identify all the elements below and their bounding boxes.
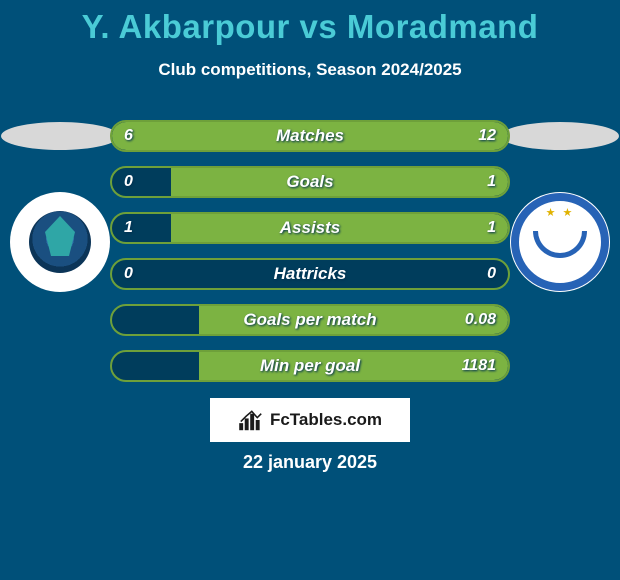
page-title: Y. Akbarpour vs Moradmand: [0, 0, 620, 46]
left-club-badge: [10, 192, 110, 292]
stat-row: Hattricks 0 0: [110, 258, 510, 290]
bar-fill-right: [171, 168, 508, 196]
stat-label: Assists: [280, 218, 340, 238]
right-club-badge: ★ ★: [510, 192, 610, 292]
branding-banner: FcTables.com: [210, 398, 410, 442]
stat-value-left: 6: [124, 127, 133, 145]
stat-row: Assists 1 1: [110, 212, 510, 244]
stat-value-right: 12: [478, 127, 496, 145]
ellipse-shadow: [1, 122, 119, 150]
stat-value-right: 1: [487, 173, 496, 191]
left-player-column: [0, 120, 120, 292]
ellipse-shadow: [501, 122, 619, 150]
right-player-column: ★ ★: [500, 120, 620, 292]
stat-row: Goals 0 1: [110, 166, 510, 198]
stat-row: Goals per match 0.08: [110, 304, 510, 336]
stat-value-left: 1: [124, 219, 133, 237]
stat-label: Hattricks: [274, 264, 347, 284]
stat-value-right: 0: [487, 265, 496, 283]
stat-value-right: 1181: [462, 357, 496, 375]
stat-label: Matches: [276, 126, 344, 146]
bar-fill-right: [199, 122, 508, 150]
stat-label: Min per goal: [260, 356, 360, 376]
stat-row: Matches 6 12: [110, 120, 510, 152]
branding-text: FcTables.com: [270, 410, 382, 430]
stat-value-right: 1: [487, 219, 496, 237]
stat-label: Goals: [286, 172, 333, 192]
subtitle: Club competitions, Season 2024/2025: [0, 60, 620, 80]
stat-value-right: 0.08: [465, 311, 496, 329]
stat-label: Goals per match: [243, 310, 376, 330]
stat-row: Min per goal 1181: [110, 350, 510, 382]
star-icon: ★ ★: [546, 206, 575, 219]
footer-date: 22 january 2025: [243, 452, 377, 473]
stat-value-left: 0: [124, 173, 133, 191]
fctables-logo-icon: [238, 409, 264, 431]
stat-value-left: 0: [124, 265, 133, 283]
stats-bars-container: Matches612Goals01Assists11Hattricks00Goa…: [110, 120, 510, 396]
